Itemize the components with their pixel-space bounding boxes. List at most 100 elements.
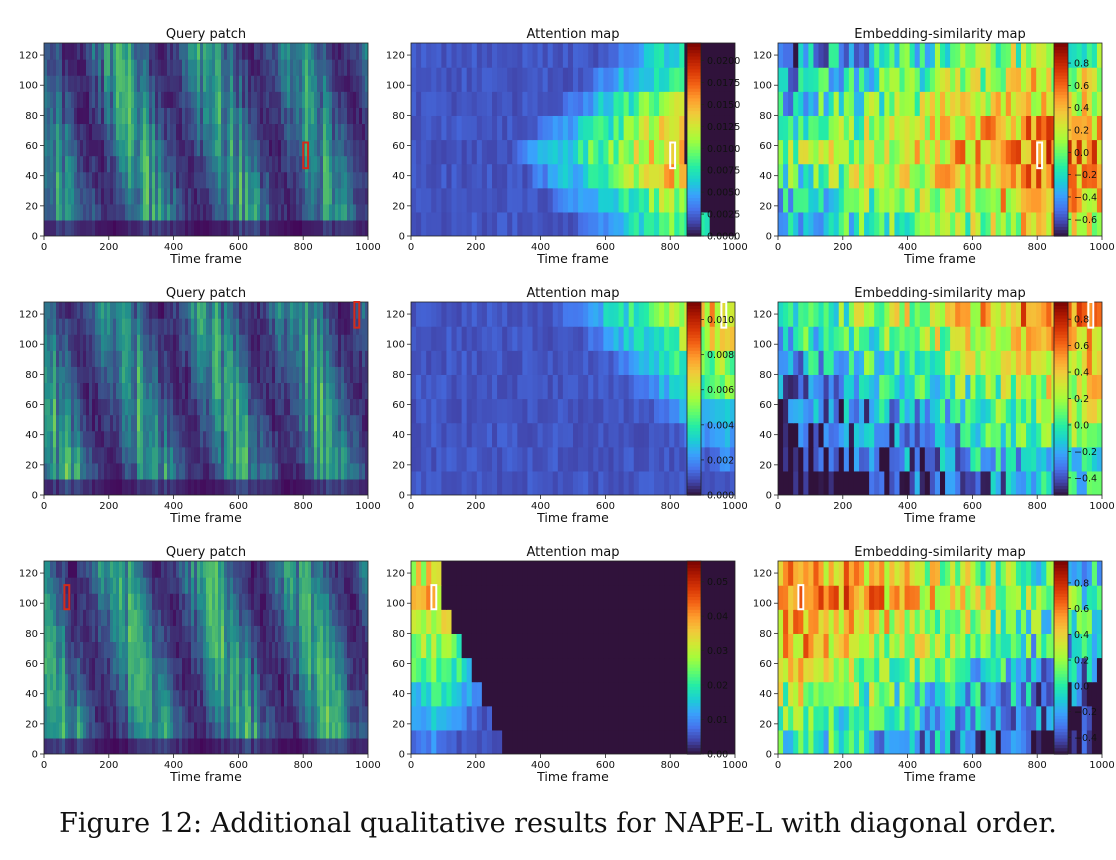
x-tick-label: 0 (775, 760, 781, 771)
x-tick-label: 0 (41, 760, 47, 771)
colorbar-tick-label: 0.6 (1074, 604, 1089, 615)
y-tick-label: 20 (25, 719, 38, 730)
x-tick-label: 1000 (355, 501, 380, 512)
colorbar-tick-label: 0.0025 (707, 210, 740, 221)
plot-frame (777, 42, 1103, 237)
colorbar-tick-label: 0.8 (1074, 578, 1089, 589)
colorbar-tick-label: 0.4 (1074, 368, 1089, 379)
x-tick-label: 0 (41, 501, 47, 512)
y-tick-label: 120 (753, 310, 772, 321)
y-tick-label: 60 (759, 141, 772, 152)
x-tick-label: 200 (99, 501, 118, 512)
x-tick-label: 200 (833, 242, 852, 253)
y-tick-label: 80 (759, 370, 772, 381)
colorbar-tick-label: 0.4 (1074, 103, 1089, 114)
x-tick-label: 600 (596, 242, 615, 253)
x-tick-label: 200 (466, 242, 485, 253)
x-tick-label: 400 (164, 501, 183, 512)
colorbar-tick-label: 0.2 (1074, 656, 1089, 667)
colorbar-tick-label: 0.0200 (707, 56, 740, 67)
colorbar-tick-label: 0.0 (1074, 420, 1089, 431)
y-tick-label: 80 (25, 111, 38, 122)
x-tick-label: 400 (898, 242, 917, 253)
y-tick-label: 0 (766, 232, 772, 243)
y-tick-label: 0 (32, 232, 38, 243)
x-tick-label: 400 (164, 760, 183, 771)
x-axis-label: Time frame (903, 251, 976, 266)
x-tick-label: 1000 (722, 760, 747, 771)
y-tick-label: 60 (25, 659, 38, 670)
query-patch-box (669, 141, 677, 170)
x-tick-label: 800 (294, 242, 313, 253)
y-tick-label: 100 (19, 599, 38, 610)
y-tick-label: 0 (32, 491, 38, 502)
y-tick-label: 0 (766, 491, 772, 502)
x-tick-label: 1000 (1089, 242, 1114, 253)
colorbar-tick-label: 0.0100 (707, 144, 740, 155)
x-axis-label: Time frame (169, 769, 242, 784)
colorbar-tick-label: −0.2 (1074, 707, 1097, 718)
x-tick-label: 1000 (355, 760, 380, 771)
colorbar: 0.00 0.01 0.02 0.03 0.04 0.05 (686, 560, 728, 761)
y-tick-label: 100 (386, 340, 405, 351)
y-tick-label: 120 (19, 310, 38, 321)
y-tick-label: 120 (19, 569, 38, 580)
panel-title: Embedding-similarity map (854, 27, 1025, 42)
colorbar: −0.4 −0.2 0.0 0.2 0.4 0.6 0.8 (1053, 301, 1097, 496)
colorbar-tick-label: 0.4 (1074, 630, 1089, 641)
panel-title: Query patch (166, 286, 246, 301)
colorbar-tick-label: 0.8 (1074, 315, 1089, 326)
y-tick-label: 20 (759, 460, 772, 471)
x-tick-label: 800 (294, 760, 313, 771)
y-tick-label: 40 (25, 689, 38, 700)
y-tick-label: 80 (759, 629, 772, 640)
plot-frame (777, 560, 1103, 755)
x-tick-label: 600 (963, 501, 982, 512)
x-tick-label: 200 (833, 501, 852, 512)
plot-frame (777, 301, 1103, 496)
query-patch-box (1036, 141, 1044, 170)
x-axis-label: Time frame (536, 510, 609, 525)
x-axis-label: Time frame (536, 251, 609, 266)
x-tick-label: 200 (466, 501, 485, 512)
x-tick-label: 1000 (1089, 501, 1114, 512)
x-tick-label: 200 (99, 760, 118, 771)
x-tick-label: 1000 (355, 242, 380, 253)
heatmap-cells (778, 561, 1102, 754)
colorbar-tick-label: 0.00 (707, 750, 728, 761)
plot-frame (410, 42, 736, 237)
panel-4: Query patch 0 200 400 600 800 1000 Time frame 0 2… (19, 286, 381, 525)
x-tick-label: 800 (294, 501, 313, 512)
x-tick-label: 0 (408, 501, 414, 512)
query-patch-box (430, 584, 438, 611)
query-patch-box (720, 301, 728, 329)
colorbar-tick-label: −0.2 (1074, 447, 1097, 458)
panel-7: Query patch 0 200 400 600 800 1000 Time frame 0 2… (19, 545, 381, 784)
x-axis-label: Time frame (903, 510, 976, 525)
colorbar: −0.6 −0.4 −0.2 0.0 0.2 0.4 0.6 0.8 (1053, 42, 1097, 237)
x-tick-label: 0 (41, 242, 47, 253)
x-axis-label: Time frame (169, 251, 242, 266)
y-tick-label: 40 (25, 171, 38, 182)
x-axis-label: Time frame (903, 769, 976, 784)
y-tick-label: 0 (399, 232, 405, 243)
colorbar-tick-label: 0.000 (707, 491, 734, 502)
x-tick-label: 400 (531, 242, 550, 253)
y-tick-label: 100 (753, 340, 772, 351)
y-tick-label: 100 (386, 599, 405, 610)
colorbar-tick-label: 0.008 (707, 350, 734, 361)
colorbar: −0.4 −0.2 0.0 0.2 0.4 0.6 0.8 (1053, 560, 1097, 755)
y-tick-label: 40 (759, 171, 772, 182)
y-tick-label: 120 (753, 569, 772, 580)
colorbar-tick-label: 0.0000 (707, 232, 740, 243)
query-patch-box (63, 584, 71, 611)
x-tick-label: 600 (596, 501, 615, 512)
colorbar: 0.0000 0.0025 0.0050 0.0075 0.0100 0.0125 0.01… (686, 42, 740, 243)
y-tick-label: 60 (759, 400, 772, 411)
colorbar-tick-label: 0.8 (1074, 59, 1089, 70)
colorbar-tick-label: −0.4 (1074, 192, 1097, 203)
